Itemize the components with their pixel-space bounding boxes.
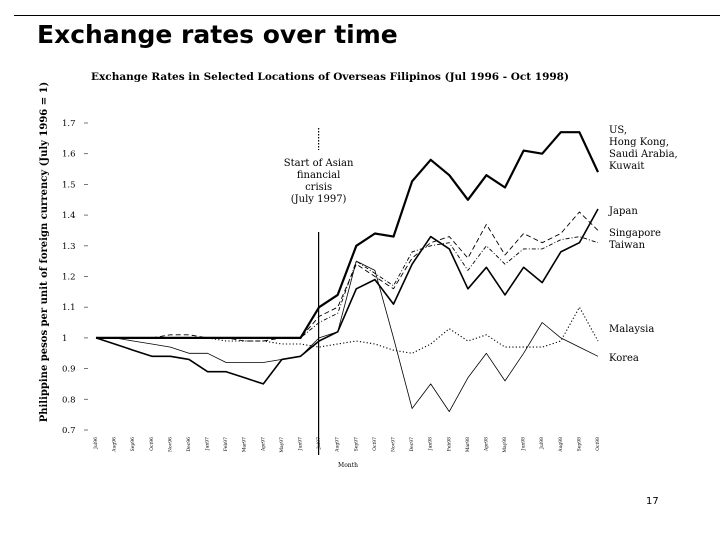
x-tick-label: May98 (502, 437, 508, 453)
series-label-line: US, (609, 125, 627, 136)
y-tick-label: 0.9 (62, 365, 76, 375)
series-label-line: Taiwan (609, 240, 646, 251)
y-axis-label: Philippine pesos per unit of foreign cur… (39, 82, 50, 423)
series-line-taiwan (96, 236, 599, 339)
y-tick-label: 1.7 (62, 119, 76, 129)
x-tick-label: Dec97 (409, 437, 415, 452)
x-tick-label: Oct96 (149, 437, 155, 451)
x-tick-label: Jul96 (93, 437, 99, 450)
y-tick-label: 0.8 (62, 395, 76, 405)
crisis-annotation-line: financial (297, 170, 340, 181)
series-line-japan (95, 208, 599, 385)
header-rule (14, 15, 720, 16)
series-line-singapore (96, 211, 599, 342)
series-label-line: Korea (609, 353, 639, 364)
crisis-annotation-line: (July 1997) (291, 194, 347, 205)
x-tick-label: Jul98 (539, 437, 545, 450)
series-label-line: Saudi Arabia, (609, 149, 678, 160)
x-tick-label: Sep98 (576, 437, 582, 451)
y-tick-label: 1.1 (62, 303, 76, 313)
x-axis-label: Month (338, 462, 358, 469)
x-tick-label: Feb97 (223, 437, 229, 451)
series-label: Korea (609, 353, 639, 364)
x-tick-label: Aug97 (335, 437, 341, 453)
series-label: Japan (608, 206, 638, 217)
x-tick-label: Apr98 (483, 437, 489, 452)
x-tick-label: May97 (279, 437, 285, 453)
series-line-malaysia (96, 306, 599, 354)
series-label: Malaysia (609, 324, 654, 335)
x-tick-label: Jun98 (521, 437, 527, 451)
x-tick-label: Mar98 (465, 437, 471, 452)
x-tick-label: Jun97 (298, 437, 304, 451)
x-tick-label: Apr97 (260, 437, 266, 452)
series-label-line: Malaysia (609, 324, 654, 335)
x-tick-label: Aug98 (558, 437, 564, 453)
series-label-line: Kuwait (609, 161, 644, 172)
x-tick-label: Nov97 (390, 437, 396, 452)
slide-title: Exchange rates over time (37, 20, 398, 49)
series-label: Singapore (609, 228, 661, 239)
y-tick-label: 0.7 (62, 426, 76, 436)
x-tick-label: Aug96 (112, 437, 118, 453)
crisis-annotation: Start of Asian financial crisis (July 1997) (284, 158, 354, 205)
series-line-korea (96, 260, 599, 413)
y-tick-label: 1.4 (62, 211, 76, 221)
x-tick-label: Jan97 (205, 437, 211, 451)
x-tick-label: Sep96 (130, 437, 136, 451)
x-tick-label: Sep97 (353, 437, 359, 451)
x-tick-label: Oct98 (595, 437, 601, 451)
chart-title: Exchange Rates in Selected Locations of … (91, 71, 569, 83)
x-tick-label: Oct97 (372, 437, 378, 451)
crisis-annotation-line: crisis (305, 182, 332, 193)
series-label: US, Hong Kong, Saudi Arabia, Kuwait (609, 125, 678, 172)
page-number: 17 (646, 496, 659, 507)
crisis-annotation-line: Start of Asian (284, 158, 354, 169)
y-tick-label: 1.5 (62, 180, 76, 190)
x-tick-label: Dec96 (186, 437, 192, 452)
x-tick-label: Feb98 (446, 437, 452, 451)
x-tick-label: Mar97 (242, 437, 248, 452)
x-tick-label: Nov96 (167, 437, 173, 452)
series-label-line: Singapore (609, 228, 661, 239)
x-tick-label: Jan98 (428, 437, 434, 451)
y-tick-label: 1.3 (62, 242, 76, 252)
series-label-line: Japan (608, 206, 638, 217)
y-tick-label: 1 (62, 334, 67, 344)
series-label: Taiwan (609, 240, 646, 251)
y-tick-label: 1.2 (62, 273, 76, 283)
series-label-line: Hong Kong, (609, 137, 669, 148)
y-tick-label: 1.6 (62, 150, 76, 160)
